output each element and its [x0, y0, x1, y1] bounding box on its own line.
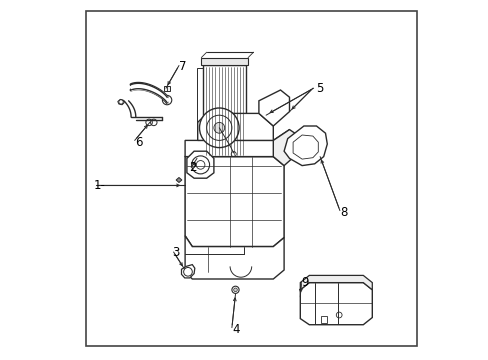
Polygon shape — [300, 283, 371, 325]
Polygon shape — [186, 151, 213, 178]
Polygon shape — [300, 275, 371, 290]
Text: 1-: 1- — [93, 179, 105, 192]
Text: 3: 3 — [171, 246, 179, 258]
Text: 9: 9 — [301, 276, 308, 289]
Polygon shape — [197, 113, 273, 140]
Circle shape — [233, 288, 237, 292]
Polygon shape — [284, 126, 326, 166]
Text: 7: 7 — [179, 60, 186, 73]
Bar — [196, 68, 203, 153]
Text: 5: 5 — [315, 82, 323, 95]
Polygon shape — [185, 157, 284, 247]
Polygon shape — [185, 236, 284, 279]
Circle shape — [213, 122, 224, 133]
Polygon shape — [273, 130, 300, 166]
Text: 2: 2 — [188, 161, 196, 174]
Polygon shape — [181, 265, 194, 278]
Text: 4: 4 — [231, 323, 239, 336]
Bar — [201, 157, 247, 164]
Bar — [163, 86, 170, 91]
Bar — [320, 316, 326, 323]
Polygon shape — [176, 177, 182, 183]
Text: 8: 8 — [339, 206, 346, 219]
Text: 6: 6 — [134, 136, 142, 149]
Polygon shape — [185, 130, 289, 157]
Circle shape — [199, 108, 239, 148]
Bar — [201, 58, 247, 65]
Polygon shape — [258, 90, 289, 126]
Bar — [203, 65, 246, 157]
